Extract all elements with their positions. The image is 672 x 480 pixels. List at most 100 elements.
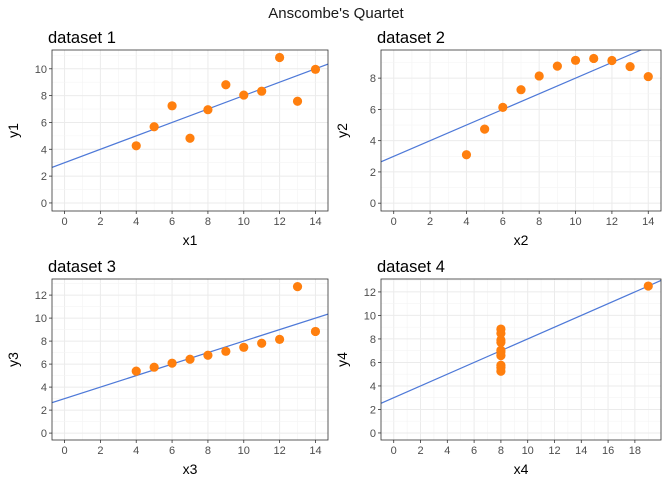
data-point [496, 347, 506, 357]
x-tick-label: 12 [606, 216, 618, 228]
y-tick-label: 8 [41, 91, 47, 103]
x-tick-label: 2 [417, 445, 423, 457]
x-axis-label: x4 [514, 461, 529, 477]
data-point [461, 150, 472, 160]
data-point [275, 334, 285, 344]
data-point [203, 105, 213, 115]
data-point [185, 354, 195, 364]
y-tick-label: 8 [370, 73, 376, 85]
x-tick-label: 10 [238, 216, 250, 228]
data-point [167, 101, 177, 111]
x-tick-label: 14 [575, 445, 587, 457]
grid [381, 279, 661, 440]
panel-title: dataset 4 [377, 258, 445, 276]
panel-2: 0 2 4 6 8 10 12 14 0 2 4 6 8 dataset 2 x2 y2 [334, 29, 662, 248]
x-axis-label: x3 [183, 461, 198, 477]
data-point [149, 362, 159, 372]
data-point [149, 122, 159, 132]
data-point [516, 85, 526, 95]
data-point [275, 52, 285, 63]
x-tick-label: 4 [133, 216, 139, 228]
y-tick-label: 12 [364, 287, 376, 299]
data-point [552, 61, 562, 71]
y-tick-label: 6 [370, 104, 376, 116]
y-tick-label: 4 [41, 382, 47, 394]
panel-1: 0 2 4 6 8 10 12 14 0 2 4 6 8 10 dataset 1 x1 y1 [5, 29, 329, 248]
y-tick-label: 6 [41, 117, 47, 129]
data-point [203, 350, 213, 360]
y-tick-label: 10 [364, 310, 376, 322]
x-tick-label: 14 [309, 216, 321, 228]
y-tick-label: 10 [35, 313, 47, 325]
y-tick-label: 10 [35, 64, 47, 76]
x-tick-label: 14 [309, 445, 321, 457]
y-axis-label: y2 [334, 123, 350, 138]
y-tick-label: 8 [370, 334, 376, 346]
y-tick-label: 2 [370, 167, 376, 179]
y-tick-label: 6 [41, 359, 47, 371]
x-tick-label: 4 [133, 445, 139, 457]
x-axis-label: x2 [514, 232, 529, 248]
grid [381, 50, 661, 211]
y-tick-label: 4 [370, 381, 376, 393]
x-tick-label: 0 [61, 445, 67, 457]
panel-border [51, 278, 329, 441]
data-point [607, 55, 617, 66]
x-tick-label: 2 [97, 445, 103, 457]
x-tick-label: 8 [498, 445, 504, 457]
data-point [257, 86, 267, 96]
x-tick-label: 6 [500, 216, 506, 228]
x-tick-label: 14 [642, 216, 654, 228]
x-tick-label: 10 [569, 216, 581, 228]
x-tick-label: 2 [97, 216, 103, 228]
panel-title: dataset 3 [48, 258, 116, 276]
panel-border [380, 49, 662, 212]
x-tick-label: 10 [238, 445, 250, 457]
x-tick-label: 12 [273, 445, 285, 457]
data-point [496, 335, 506, 345]
y-axis-label: y1 [5, 123, 21, 138]
panel-border [380, 278, 662, 441]
data-point [310, 64, 321, 74]
data-point [625, 61, 635, 72]
y-tick-label: 4 [41, 144, 47, 156]
grid [52, 50, 328, 211]
data-point [643, 71, 653, 82]
y-tick-label: 2 [370, 404, 376, 416]
y-tick-label: 0 [41, 428, 47, 440]
y-tick-label: 6 [370, 357, 376, 369]
data-point [239, 342, 249, 352]
data-point [480, 124, 490, 134]
data-point [131, 141, 141, 151]
panel-border [51, 49, 329, 212]
fit-line [381, 279, 661, 404]
y-tick-label: 2 [41, 171, 47, 183]
data-point [221, 80, 231, 90]
panel-title: dataset 1 [48, 29, 116, 47]
data-point [496, 328, 506, 339]
data-point [496, 363, 506, 373]
y-tick-label: 0 [41, 198, 47, 210]
data-point [167, 358, 177, 368]
data-point [221, 346, 231, 356]
y-axis-label: y3 [5, 352, 21, 367]
x-tick-label: 0 [391, 216, 397, 228]
data-point [239, 90, 249, 100]
x-tick-label: 4 [444, 445, 450, 457]
data-point [292, 281, 303, 292]
y-axis-label: y4 [334, 352, 350, 367]
fit-line [52, 63, 328, 168]
x-tick-label: 2 [427, 216, 433, 228]
panel-title: dataset 2 [377, 29, 445, 47]
y-tick-label: 0 [370, 428, 376, 440]
x-tick-label: 6 [169, 216, 175, 228]
data-point [185, 133, 195, 143]
x-tick-label: 0 [391, 445, 397, 457]
x-tick-label: 16 [602, 445, 614, 457]
figure-title: Anscombe's Quartet [268, 5, 404, 22]
y-tick-label: 4 [370, 136, 376, 148]
x-tick-label: 6 [471, 445, 477, 457]
x-tick-label: 18 [629, 445, 641, 457]
